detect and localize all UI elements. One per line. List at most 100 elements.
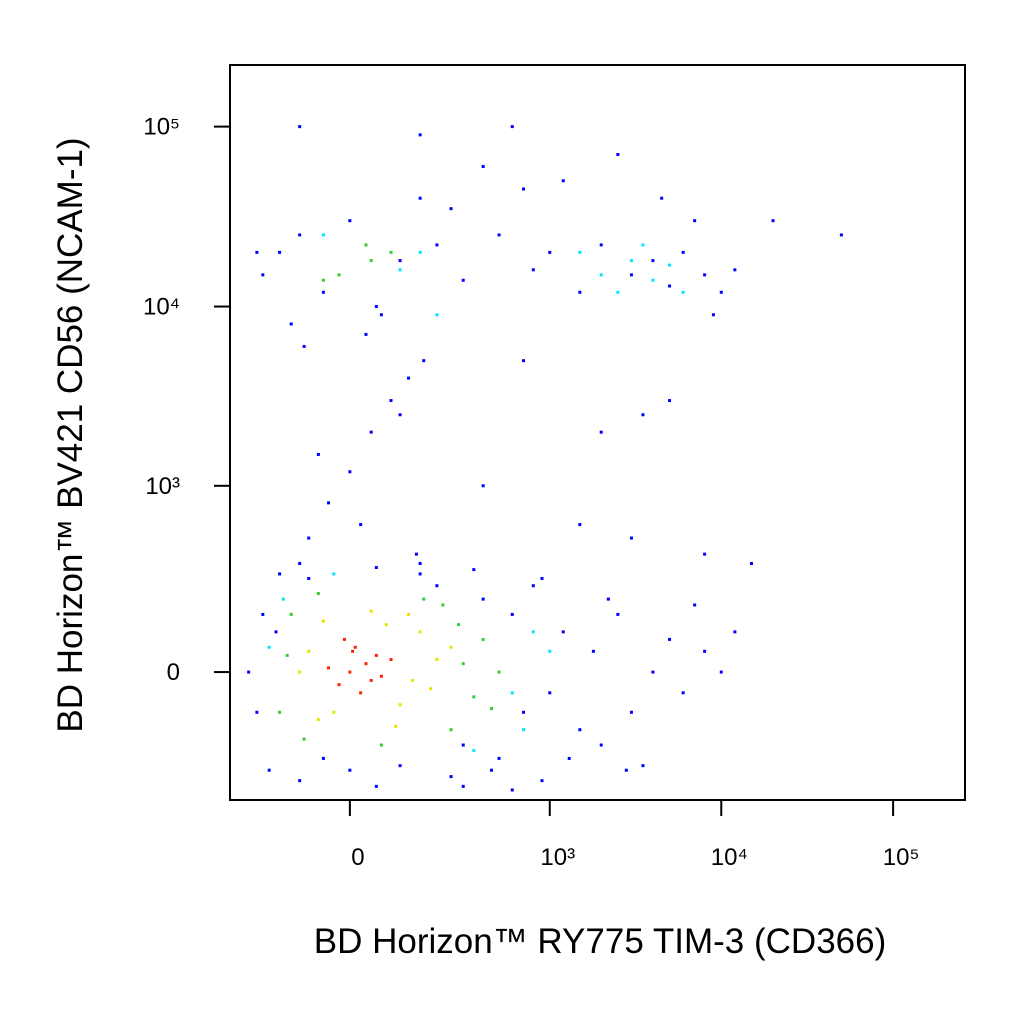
event-dot xyxy=(490,707,494,711)
event-dot xyxy=(407,376,411,380)
event-dot xyxy=(472,568,476,572)
event-dot xyxy=(599,243,603,247)
event-dot xyxy=(561,630,565,634)
event-dot xyxy=(369,678,373,682)
event-dot xyxy=(578,290,582,294)
event-dot xyxy=(490,768,494,772)
event-dot xyxy=(398,703,402,707)
event-dot xyxy=(255,250,259,254)
event-dot xyxy=(567,756,571,760)
event-dot xyxy=(681,290,685,294)
event-dot xyxy=(389,658,393,662)
event-dot xyxy=(359,523,363,527)
event-dot xyxy=(389,250,393,254)
event-dot xyxy=(429,687,433,691)
event-dot xyxy=(353,645,357,649)
event-dot xyxy=(379,674,383,678)
event-dot xyxy=(298,233,302,237)
event-dot xyxy=(398,413,402,417)
event-dot xyxy=(342,637,346,641)
event-dot xyxy=(651,259,655,263)
event-dot xyxy=(461,278,465,282)
event-dot xyxy=(411,678,415,682)
event-dot xyxy=(374,566,378,570)
event-dot xyxy=(578,728,582,732)
event-dot xyxy=(281,597,285,601)
event-dot xyxy=(641,243,645,247)
event-dot xyxy=(321,290,325,294)
event-dot xyxy=(398,259,402,263)
plot-frame xyxy=(229,64,966,801)
event-dot xyxy=(302,737,306,741)
event-dot xyxy=(302,344,306,348)
x-tick-label: 0 xyxy=(351,844,364,871)
event-dot xyxy=(278,250,282,254)
event-dot xyxy=(274,630,278,634)
event-dot xyxy=(703,552,707,556)
event-dot xyxy=(255,710,259,714)
event-dot xyxy=(394,724,398,728)
event-dot xyxy=(374,653,378,657)
event-dot xyxy=(461,743,465,747)
event-dot xyxy=(561,179,565,183)
event-dot xyxy=(441,603,445,607)
event-dot xyxy=(510,691,514,695)
event-dot xyxy=(719,290,723,294)
event-dot xyxy=(472,695,476,699)
event-dot xyxy=(497,756,501,760)
event-dot xyxy=(481,637,485,641)
event-dot xyxy=(681,250,685,254)
event-dot xyxy=(384,623,388,627)
event-dot xyxy=(629,273,633,277)
event-dot xyxy=(510,788,514,792)
event-dot xyxy=(316,452,320,456)
event-dot xyxy=(599,273,603,277)
event-dot xyxy=(461,662,465,666)
event-dot xyxy=(449,728,453,732)
event-dot xyxy=(510,125,514,129)
event-dot xyxy=(522,359,526,363)
event-dot xyxy=(435,313,439,317)
event-dot xyxy=(435,658,439,662)
event-dot xyxy=(510,612,514,616)
event-dot xyxy=(332,572,336,576)
event-dot xyxy=(398,268,402,272)
event-dot xyxy=(703,273,707,277)
event-dot xyxy=(771,219,775,223)
event-dot xyxy=(839,233,843,237)
event-dot xyxy=(548,250,552,254)
event-dot xyxy=(364,332,368,336)
event-dot xyxy=(481,484,485,488)
event-dot xyxy=(599,430,603,434)
event-dot xyxy=(668,263,672,267)
event-dot xyxy=(522,187,526,191)
event-dot xyxy=(629,536,633,540)
event-dot xyxy=(449,207,453,211)
event-dot xyxy=(298,125,302,129)
event-dot xyxy=(548,649,552,653)
event-dot xyxy=(418,133,422,137)
event-dot xyxy=(422,359,426,363)
event-dot xyxy=(457,623,461,627)
event-dot xyxy=(285,653,289,657)
event-dot xyxy=(668,284,672,288)
x-tick-label: 10³ xyxy=(540,844,575,871)
event-dot xyxy=(540,779,544,783)
event-dot xyxy=(337,273,341,277)
event-dot xyxy=(278,572,282,576)
event-dot xyxy=(247,670,251,674)
event-dot xyxy=(364,662,368,666)
y-tick-label: 10³ xyxy=(145,473,180,500)
event-dot xyxy=(398,764,402,768)
event-dot xyxy=(641,413,645,417)
event-dot xyxy=(418,561,422,565)
event-dot xyxy=(497,233,501,237)
event-dot xyxy=(606,597,610,601)
event-dot xyxy=(267,645,271,649)
event-dot xyxy=(481,165,485,169)
event-dot xyxy=(321,233,325,237)
event-dot xyxy=(289,322,293,326)
event-dot xyxy=(321,756,325,760)
event-dot xyxy=(616,612,620,616)
